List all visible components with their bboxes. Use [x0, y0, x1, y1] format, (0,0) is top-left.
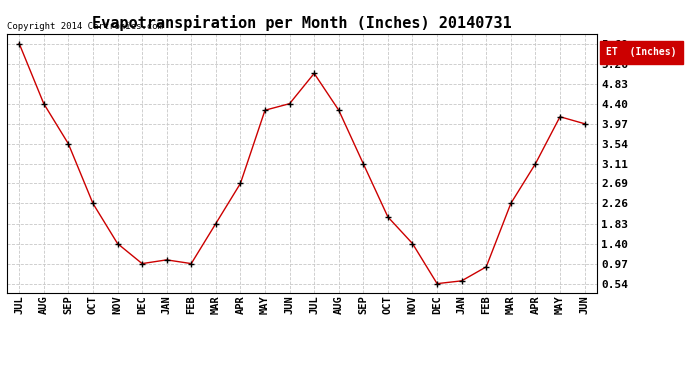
Text: ET  (Inches): ET (Inches)	[607, 48, 677, 57]
Text: Copyright 2014 Cartronics.com: Copyright 2014 Cartronics.com	[7, 22, 163, 31]
Title: Evapotranspiration per Month (Inches) 20140731: Evapotranspiration per Month (Inches) 20…	[92, 15, 512, 31]
